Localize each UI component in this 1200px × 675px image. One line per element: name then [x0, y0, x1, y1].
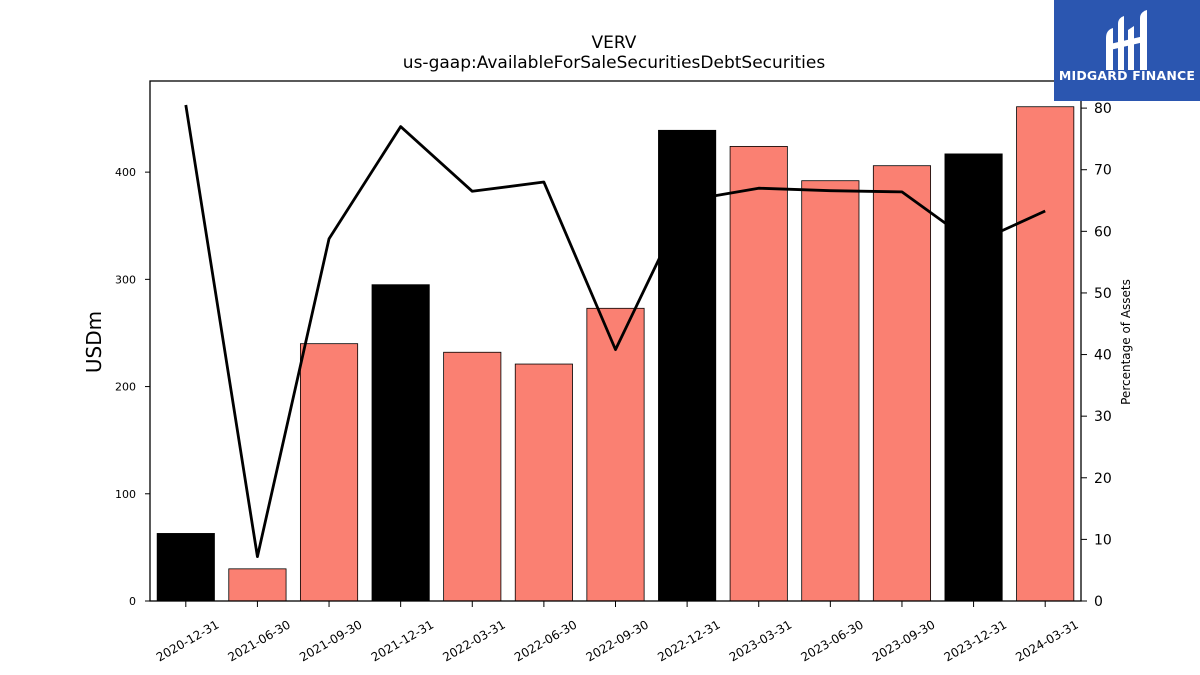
y-tick-label: 100 — [115, 488, 136, 501]
x-tick-label: 2024-03-31 — [1013, 617, 1080, 664]
bar — [1016, 106, 1075, 602]
bar — [801, 180, 860, 602]
bar — [586, 307, 645, 602]
chart-title: VERV — [592, 33, 637, 53]
y-tick-label: 200 — [115, 381, 136, 394]
y2-tick-label: 80 — [1094, 101, 1112, 117]
bar — [514, 363, 573, 602]
y2-tick-label: 20 — [1094, 471, 1112, 487]
logo-mark-icon — [1106, 10, 1147, 70]
y2-tick-label: 60 — [1094, 224, 1112, 240]
percentage-line — [184, 104, 1046, 559]
bar — [872, 165, 932, 602]
x-tick-label: 2022-12-31 — [655, 617, 722, 664]
bar — [658, 129, 717, 602]
bar — [228, 568, 287, 602]
bar — [443, 351, 502, 602]
x-tick-label: 2021-06-30 — [226, 617, 293, 664]
bar — [156, 533, 215, 602]
midgard-finance-logo: MIDGARD FINANCE — [1054, 0, 1200, 101]
x-tick-label: 2020-12-31 — [154, 617, 221, 664]
x-tick-label: 2023-03-31 — [727, 617, 794, 664]
chart-subtitle: us-gaap:AvailableForSaleSecuritiesDebtSe… — [403, 53, 826, 73]
y2-tick-label: 0 — [1094, 594, 1103, 610]
y-tick-label: 300 — [115, 273, 136, 286]
x-tick-label: 2021-12-31 — [369, 617, 436, 664]
x-tick-label: 2023-09-30 — [870, 617, 937, 664]
y2-tick-label: 70 — [1094, 163, 1112, 179]
y-axis-label: USDm — [82, 311, 106, 373]
y2-tick-label: 50 — [1094, 286, 1112, 302]
y2-tick-label: 30 — [1094, 409, 1112, 425]
percentage-line-layer — [184, 104, 1046, 559]
x-tick-label: 2023-06-30 — [798, 617, 865, 664]
bar — [944, 153, 1003, 602]
logo-text: MIDGARD FINANCE — [1058, 68, 1196, 83]
y-tick-label: 400 — [115, 166, 136, 179]
x-tick-label: 2023-12-31 — [942, 617, 1009, 664]
bar — [299, 343, 359, 602]
x-tick-label: 2022-09-30 — [584, 617, 651, 664]
x-tick-label: 2022-06-30 — [512, 617, 579, 664]
y2-tick-label: 40 — [1094, 348, 1112, 364]
y-tick-label: 0 — [129, 595, 136, 608]
y2-tick-label: 10 — [1094, 532, 1112, 548]
x-tick-label: 2021-09-30 — [297, 617, 364, 664]
bars — [156, 106, 1075, 602]
bar — [371, 284, 430, 602]
y2-axis-label: Percentage of Assets — [1119, 279, 1133, 405]
x-tick-label: 2022-03-31 — [440, 617, 507, 664]
bar — [729, 145, 788, 602]
